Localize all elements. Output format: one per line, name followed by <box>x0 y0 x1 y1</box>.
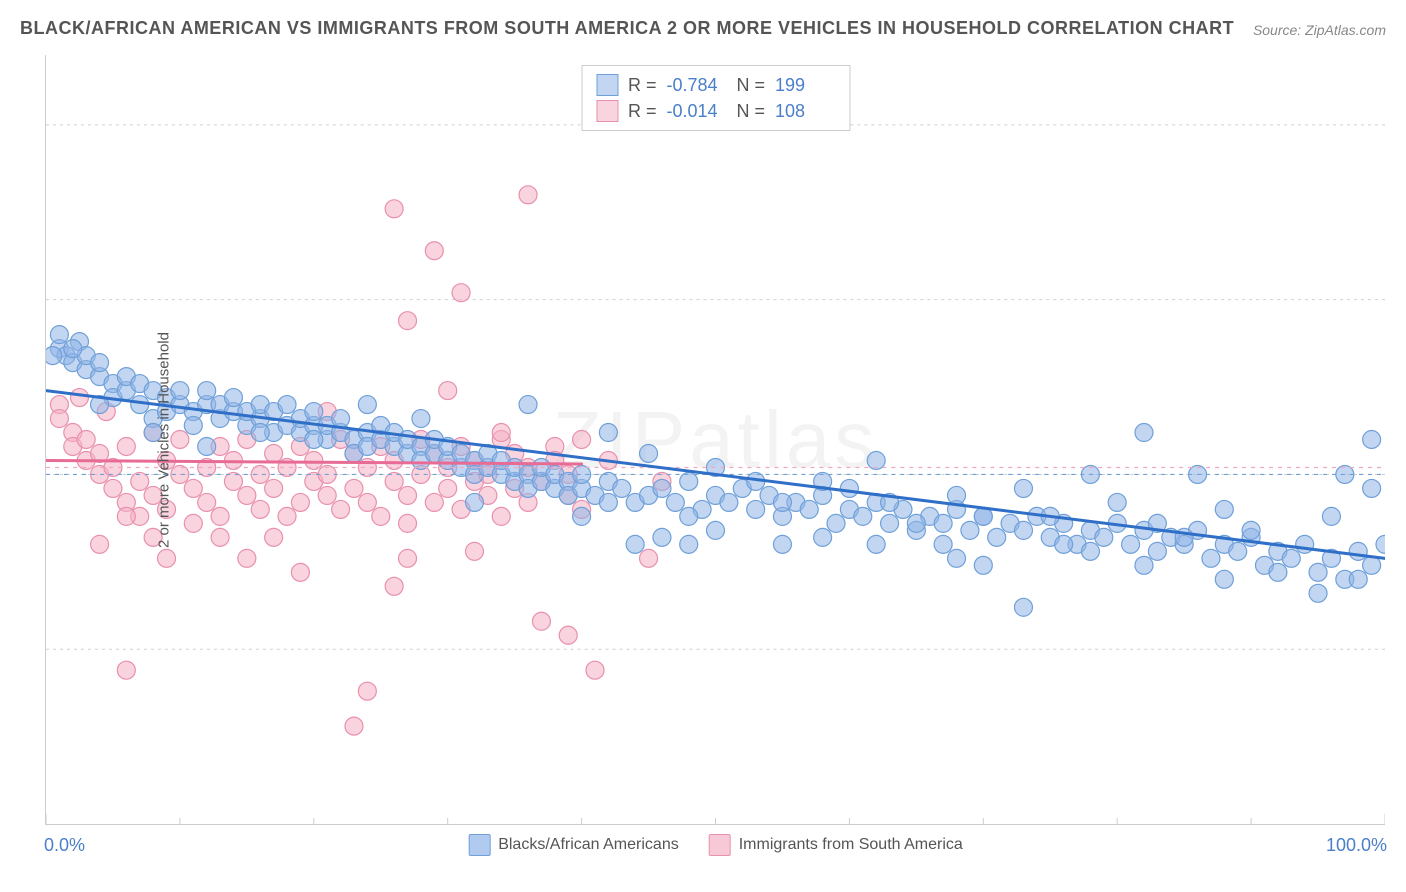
legend-swatch-pink <box>709 834 731 856</box>
x-tick-0: 0.0% <box>44 835 85 856</box>
stats-n-pink: 108 <box>775 101 835 122</box>
stats-n-blue: 199 <box>775 75 835 96</box>
legend-item-pink: Immigrants from South America <box>709 834 963 856</box>
y-tick-50: 50.0% <box>1395 446 1406 467</box>
plot-area: ZIPatlas 2 or more Vehicles in Household… <box>45 55 1385 825</box>
y-tick-100: 100.0% <box>1395 96 1406 117</box>
chart-title: BLACK/AFRICAN AMERICAN VS IMMIGRANTS FRO… <box>20 18 1234 39</box>
source-attribution: Source: ZipAtlas.com <box>1253 22 1386 38</box>
stats-n-label-2: N = <box>737 101 766 122</box>
y-tick-75: 75.0% <box>1395 271 1406 292</box>
stats-swatch-pink <box>596 100 618 122</box>
stats-r-pink: -0.014 <box>667 101 727 122</box>
legend-item-blue: Blacks/African Americans <box>468 834 679 856</box>
stats-r-label-2: R = <box>628 101 657 122</box>
legend-label-blue: Blacks/African Americans <box>498 836 679 854</box>
y-tick-25: 25.0% <box>1395 621 1406 642</box>
stats-n-label: N = <box>737 75 766 96</box>
chart-container: BLACK/AFRICAN AMERICAN VS IMMIGRANTS FRO… <box>0 0 1406 892</box>
stats-r-label: R = <box>628 75 657 96</box>
x-tick-100: 100.0% <box>1326 835 1387 856</box>
stats-r-blue: -0.784 <box>667 75 727 96</box>
stats-row-pink: R = -0.014 N = 108 <box>596 98 835 124</box>
legend-swatch-blue <box>468 834 490 856</box>
scatter-plot-svg <box>46 55 1385 824</box>
bottom-legend: Blacks/African Americans Immigrants from… <box>468 834 963 856</box>
legend-label-pink: Immigrants from South America <box>739 836 963 854</box>
stats-row-blue: R = -0.784 N = 199 <box>596 72 835 98</box>
stats-swatch-blue <box>596 74 618 96</box>
stats-box: R = -0.784 N = 199 R = -0.014 N = 108 <box>581 65 850 131</box>
y-axis-label: 2 or more Vehicles in Household <box>155 332 172 548</box>
